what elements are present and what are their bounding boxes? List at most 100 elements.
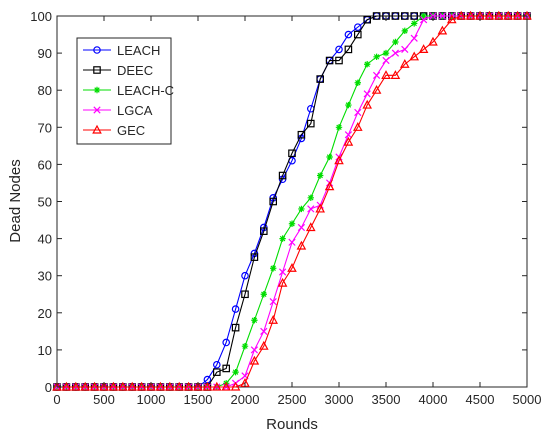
data-point-leach: [222, 338, 231, 347]
data-point-deec: [250, 253, 259, 261]
data-point-leach-c: [373, 53, 380, 61]
x-tick-label: 500: [93, 392, 115, 407]
data-point-leach: [335, 45, 343, 54]
data-point-gec: [136, 381, 147, 391]
y-tick-label: 100: [30, 9, 52, 24]
data-point-lgca: [372, 71, 381, 79]
data-point-gec: [249, 355, 260, 365]
data-point-gec: [155, 381, 166, 391]
data-point-gec: [174, 381, 185, 391]
data-point-gec: [456, 10, 467, 20]
data-point-leach-c: [382, 49, 390, 57]
y-tick-label: 40: [38, 232, 52, 247]
legend-marker-deec: [93, 66, 101, 74]
data-point-leach-c: [411, 20, 418, 27]
data-point-lgca: [307, 205, 315, 213]
data-point-gec: [343, 136, 354, 146]
data-point-gec: [503, 10, 514, 20]
data-point-gec: [324, 181, 335, 191]
data-point-lgca: [269, 298, 277, 306]
data-point-gec: [371, 84, 382, 94]
legend: LEACH DEEC LEACH-C LGCA GEC: [76, 37, 174, 145]
data-point-gec: [183, 381, 194, 391]
data-point-gec: [127, 381, 138, 391]
data-point-gec: [221, 381, 232, 391]
data-point-lgca: [260, 327, 268, 335]
data-point-deec: [213, 368, 221, 376]
data-point-leach-c: [288, 220, 296, 227]
data-point-deec: [344, 45, 353, 54]
legend-marker-lgca: [93, 106, 101, 114]
data-point-leach-c: [241, 342, 249, 350]
x-axis-label: Rounds: [266, 416, 318, 433]
data-point-deec: [222, 364, 231, 373]
data-point-lgca: [344, 131, 353, 139]
data-point-gec: [296, 240, 307, 250]
data-point-gec: [277, 277, 288, 287]
data-point-gec: [446, 14, 457, 24]
data-point-gec: [108, 381, 119, 391]
series-layer: [52, 10, 532, 391]
data-point-gec: [211, 381, 222, 391]
legend-label-gec: GEC: [117, 123, 145, 138]
data-point-deec: [278, 171, 287, 180]
y-tick-label: 70: [38, 120, 52, 135]
y-tick-label: 10: [38, 343, 52, 358]
data-point-deec: [231, 323, 240, 332]
y-tick-label: 50: [38, 195, 52, 210]
data-point-gec: [287, 263, 297, 272]
data-point-gec: [381, 70, 391, 79]
series-line-gec: [57, 15, 527, 388]
data-point-leach-c: [260, 291, 267, 298]
data-point-deec: [363, 15, 372, 24]
data-point-gec: [315, 203, 326, 213]
data-point-deec: [269, 197, 278, 206]
ticks-layer: 0 500 1000 1500 2000 2500 3000 3500 4000 4500 5000…: [30, 9, 541, 407]
data-point-deec: [401, 12, 409, 20]
y-tick-label: 30: [38, 269, 52, 284]
data-point-gec: [89, 381, 100, 391]
data-point-leach-c: [232, 368, 239, 376]
data-point-lgca: [419, 16, 428, 24]
y-tick-label: 80: [38, 83, 52, 98]
data-point-leach: [353, 23, 362, 31]
data-point-leach-c: [364, 61, 371, 68]
data-point-leach-c: [279, 235, 286, 242]
data-point-gec: [230, 381, 241, 391]
data-point-gec: [258, 340, 269, 350]
x-tick-label: 1000: [137, 392, 166, 407]
data-point-deec: [288, 149, 296, 158]
data-point-leach-c: [420, 12, 427, 20]
data-point-leach-c: [251, 317, 258, 324]
data-point-leach: [241, 271, 249, 280]
data-point-gec: [146, 381, 156, 391]
data-point-deec: [391, 12, 400, 20]
legend-marker-leach: [93, 46, 101, 54]
data-point-gec: [352, 122, 363, 131]
data-point-lgca: [278, 268, 287, 276]
data-point-gec: [70, 381, 81, 391]
data-point-leach-c: [326, 153, 333, 161]
data-point-deec: [410, 12, 419, 20]
data-point-deec: [372, 12, 381, 20]
y-tick-label: 20: [38, 306, 52, 321]
data-point-gec: [164, 381, 175, 391]
x-tick-label: 2000: [231, 392, 260, 407]
data-point-gec: [418, 44, 429, 53]
data-point-leach-c: [307, 194, 314, 201]
data-point-deec: [297, 130, 306, 139]
y-axis-label: Dead Nodes: [7, 159, 24, 242]
x-tick-label: 4000: [419, 392, 448, 407]
legend-label-leach: LEACH: [117, 43, 160, 58]
data-point-lgca: [410, 34, 418, 42]
data-point-gec: [409, 51, 420, 61]
data-point-lgca: [297, 223, 306, 232]
data-point-leach: [213, 360, 221, 369]
data-point-leach-c: [270, 265, 277, 272]
x-tick-label: 2500: [278, 392, 307, 407]
legend-label-lgca: LGCA: [117, 103, 153, 118]
data-point-gec: [193, 381, 203, 391]
data-point-gec: [484, 10, 495, 20]
data-point-gec: [493, 10, 504, 20]
data-point-lgca: [438, 12, 447, 20]
